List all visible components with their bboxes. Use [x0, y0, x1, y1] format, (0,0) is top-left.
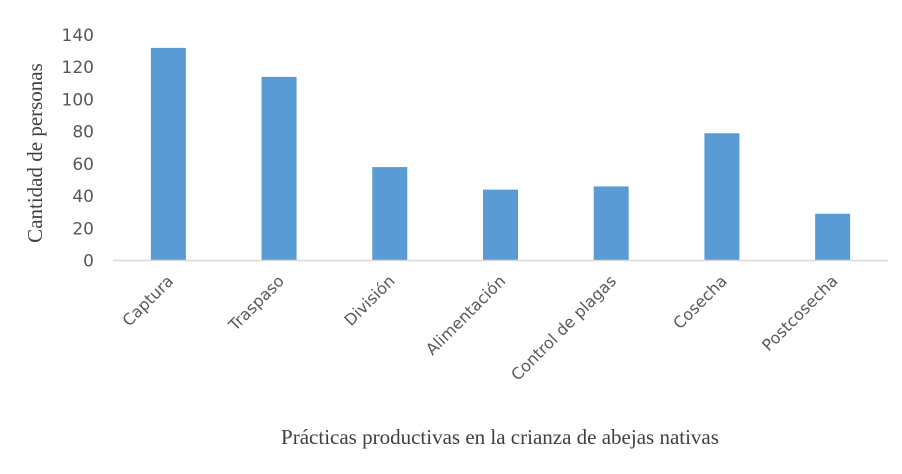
bar-cosecha: [704, 133, 740, 261]
bar-división: [372, 167, 408, 261]
y-tick-label: 100: [62, 90, 94, 110]
x-tick-label: Traspaso: [224, 271, 288, 335]
x-tick-label: Postcosecha: [758, 271, 841, 354]
y-tick-label: 40: [72, 187, 94, 207]
y-tick-label: 0: [83, 252, 94, 272]
y-tick-label: 20: [72, 219, 94, 239]
x-tick-label: Captura: [119, 271, 178, 330]
bars: [150, 47, 851, 261]
bar-postcosecha: [815, 213, 851, 261]
bar-control-de-plagas: [593, 186, 629, 261]
x-tick-label: Control de plagas: [507, 271, 620, 384]
y-tick-label: 80: [72, 123, 94, 143]
y-tick-label: 60: [72, 155, 94, 175]
bar-captura: [150, 47, 186, 261]
y-tick-label: 120: [62, 58, 94, 78]
x-axis-labels: Captura Traspaso División AlimentaciónContr…: [119, 271, 842, 384]
x-tick-label: División: [340, 271, 398, 329]
x-tick-label: Cosecha: [669, 271, 730, 332]
y-tick-label: 140: [62, 26, 94, 46]
y-axis-title-group: Cantidad de personas: [23, 63, 47, 243]
y-axis-ticks: 0 20 40 60 80 100 120 140: [62, 26, 94, 272]
bar-alimentación: [483, 189, 518, 261]
y-axis-title: Cantidad de personas: [23, 63, 47, 243]
x-axis-title: Prácticas productivas en la crianza de a…: [281, 425, 719, 449]
x-tick-label: Alimentación: [422, 271, 509, 358]
bar-traspaso: [261, 76, 297, 261]
